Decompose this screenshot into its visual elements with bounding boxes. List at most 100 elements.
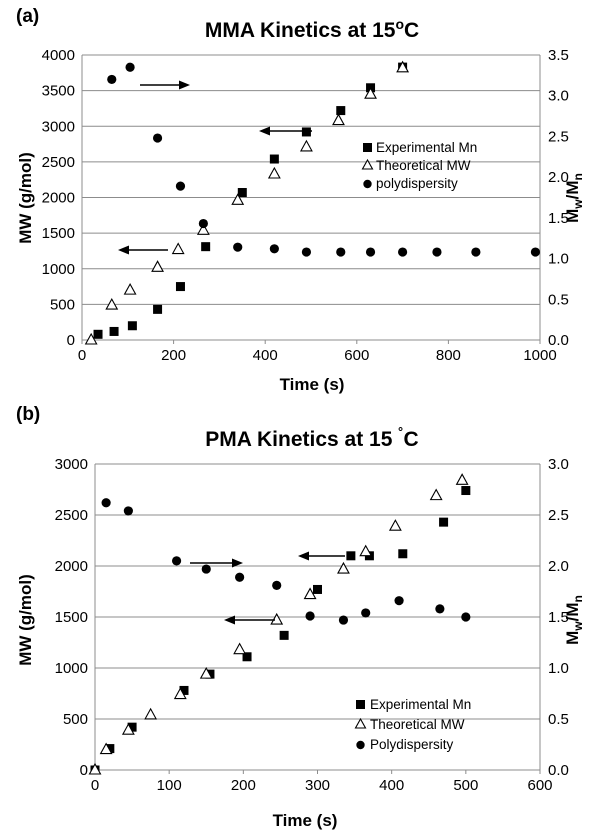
data-point-polydispersity bbox=[301, 247, 312, 257]
data-point-theoretical bbox=[123, 282, 137, 295]
arrow-right-head-a1 bbox=[179, 80, 190, 90]
data-point-experimental bbox=[127, 321, 137, 331]
y2-tick-label: 0.5 bbox=[548, 291, 569, 308]
data-point-polydispersity bbox=[471, 247, 481, 257]
data-point-polydispersity bbox=[198, 218, 208, 229]
y-tick-labels-b: 0 500 1000 1500 2000 2500 3000 bbox=[55, 456, 88, 779]
data-point-theoretical bbox=[337, 561, 350, 574]
y2-tick-label: 0.0 bbox=[548, 332, 569, 349]
x-axis-title-b: Time (s) bbox=[273, 811, 338, 830]
data-point-experimental bbox=[279, 630, 289, 640]
x-tick-label: 300 bbox=[305, 777, 330, 794]
legend-label-theoretical-b: Theoretical MW bbox=[370, 717, 465, 732]
y-tick-label: 1500 bbox=[55, 609, 88, 626]
data-point-polydispersity bbox=[175, 181, 186, 191]
data-point-polydispersity bbox=[201, 564, 211, 574]
x-axis-title-a: Time (s) bbox=[280, 375, 345, 394]
y-tick-label: 2500 bbox=[55, 507, 88, 524]
axes-b bbox=[94, 464, 541, 774]
data-point-experimental bbox=[175, 282, 185, 292]
x-tick-label: 100 bbox=[157, 777, 182, 794]
y2-tick-label: 3.5 bbox=[548, 47, 569, 64]
y-tick-label: 1500 bbox=[42, 225, 75, 242]
data-point-theoretical bbox=[173, 687, 187, 700]
legend-label-experimental-b: Experimental Mn bbox=[370, 697, 471, 712]
data-point-polydispersity bbox=[107, 74, 117, 85]
data-point-theoretical bbox=[388, 519, 402, 531]
y-tick-labels-a: 0 500 1000 1500 2000 2500 3000 3500 4000 bbox=[42, 47, 75, 349]
y-tick-label: 0 bbox=[80, 762, 88, 779]
y2-tick-labels-b: 0.0 0.5 1.0 1.5 2.0 2.5 3.0 bbox=[548, 456, 569, 779]
arrow-left-head-a3 bbox=[259, 126, 270, 136]
data-point-experimental bbox=[237, 188, 247, 198]
axis-arrows-b bbox=[190, 551, 345, 625]
data-point-polydispersity bbox=[398, 247, 408, 257]
x-tick-label: 500 bbox=[453, 777, 478, 794]
y-tick-label: 4000 bbox=[42, 47, 75, 64]
data-point-polydispersity bbox=[394, 596, 404, 606]
x-tick-label: 600 bbox=[527, 777, 552, 794]
data-point-polydispersity bbox=[152, 133, 163, 143]
data-point-polydispersity bbox=[530, 247, 541, 257]
legend-label-theoretical-a: Theoretical MW bbox=[376, 158, 471, 173]
data-point-theoretical bbox=[270, 612, 284, 625]
data-point-experimental bbox=[301, 127, 311, 137]
data-point-theoretical bbox=[332, 113, 345, 126]
chart-title-b: PMA Kinetics at 15 ˚C bbox=[205, 427, 418, 451]
data-point-theoretical bbox=[231, 193, 245, 205]
y-tick-label: 3000 bbox=[42, 118, 75, 135]
data-point-theoretical bbox=[303, 587, 317, 600]
data-point-theoretical bbox=[267, 166, 281, 179]
y-axis-title-b: MW (g/mol) bbox=[16, 574, 35, 666]
x-tick-label: 600 bbox=[344, 347, 369, 364]
y2-tick-label: 2.5 bbox=[548, 507, 569, 524]
data-point-polydispersity bbox=[235, 572, 245, 582]
data-point-polydispersity bbox=[336, 247, 346, 257]
data-point-theoretical bbox=[233, 642, 247, 655]
data-point-theoretical bbox=[171, 242, 185, 255]
data-point-theoretical bbox=[455, 473, 469, 485]
gridlines-b bbox=[95, 463, 540, 720]
y2-tick-label: 3.0 bbox=[548, 456, 569, 473]
y-tick-label: 1000 bbox=[55, 660, 88, 677]
y-tick-label: 3000 bbox=[55, 456, 88, 473]
data-point-polydispersity bbox=[272, 580, 282, 590]
data-point-experimental bbox=[346, 551, 356, 561]
legend-marker-triangle-a bbox=[361, 158, 374, 170]
data-point-polydispersity bbox=[171, 556, 182, 566]
data-point-experimental bbox=[109, 326, 119, 336]
data-point-theoretical bbox=[359, 544, 373, 557]
data-marks-a bbox=[84, 60, 541, 345]
arrow-left-head-a2 bbox=[118, 245, 129, 255]
data-point-theoretical bbox=[199, 666, 213, 679]
y2-tick-label: 2.5 bbox=[548, 128, 569, 145]
y-tick-label: 1000 bbox=[42, 261, 75, 278]
data-point-theoretical bbox=[151, 260, 165, 272]
x-tick-label: 1000 bbox=[523, 347, 556, 364]
data-point-experimental bbox=[153, 304, 163, 314]
y2-tick-label: 1.0 bbox=[548, 660, 569, 677]
x-tick-label: 200 bbox=[231, 777, 256, 794]
legend-b: Experimental Mn Theoretical MW Polydispe… bbox=[354, 697, 471, 752]
data-point-polydispersity bbox=[338, 615, 349, 625]
data-point-experimental bbox=[439, 517, 449, 527]
x-tick-label: 400 bbox=[379, 777, 404, 794]
data-point-polydispersity bbox=[305, 611, 315, 621]
y-tick-label: 2000 bbox=[55, 558, 88, 575]
data-point-theoretical bbox=[105, 297, 119, 310]
legend-marker-circle-a bbox=[363, 179, 372, 189]
arrow-left-head-b3 bbox=[298, 551, 309, 561]
data-point-experimental bbox=[127, 722, 137, 732]
data-point-experimental bbox=[93, 329, 103, 339]
x-tick-label: 0 bbox=[78, 347, 86, 364]
data-marks-b bbox=[88, 473, 471, 775]
y2-tick-label: 0.5 bbox=[548, 711, 569, 728]
y-tick-label: 500 bbox=[50, 296, 75, 313]
data-point-polydispersity bbox=[123, 506, 133, 516]
chart-panel-a: (a) MMA Kinetics at 15oC 0 500 1000 1500 200… bbox=[16, 6, 585, 394]
data-point-experimental bbox=[179, 685, 189, 695]
x-tick-labels-b: 0 100 200 300 400 500 600 bbox=[91, 777, 553, 794]
x-tick-label: 800 bbox=[436, 347, 461, 364]
x-tick-label: 200 bbox=[161, 347, 186, 364]
y2-tick-labels-a: 0.0 0.5 1.0 1.5 2.0 2.5 3.0 3.5 bbox=[548, 47, 569, 349]
